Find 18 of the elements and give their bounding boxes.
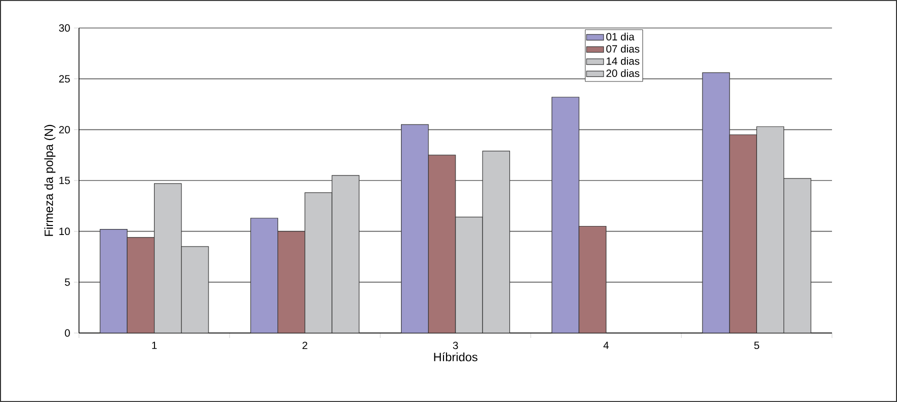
- y-tick-label: 30: [59, 24, 70, 32]
- legend-label: 14 dias: [606, 57, 640, 65]
- y-tick-label: 20: [59, 126, 70, 134]
- y-tick-label: 25: [59, 75, 70, 83]
- legend-label: 20 dias: [606, 69, 640, 77]
- y-tick-label: 0: [64, 329, 70, 337]
- x-tick-label: 3: [452, 342, 458, 350]
- legend-label: 01 dia: [606, 32, 634, 40]
- y-tick-label: 5: [64, 278, 70, 286]
- x-axis-title: Híbridos: [434, 352, 478, 362]
- y-tick-label: 15: [59, 176, 70, 184]
- x-tick-label: 5: [754, 342, 760, 350]
- legend-label: 07 dias: [606, 44, 640, 53]
- y-axis-title: Firmeza da polpa (N): [44, 124, 56, 236]
- y-tick-label: 10: [59, 228, 70, 236]
- x-tick-label: 2: [302, 342, 308, 350]
- x-tick-label: 4: [603, 342, 609, 349]
- x-tick-label: 1: [152, 342, 157, 349]
